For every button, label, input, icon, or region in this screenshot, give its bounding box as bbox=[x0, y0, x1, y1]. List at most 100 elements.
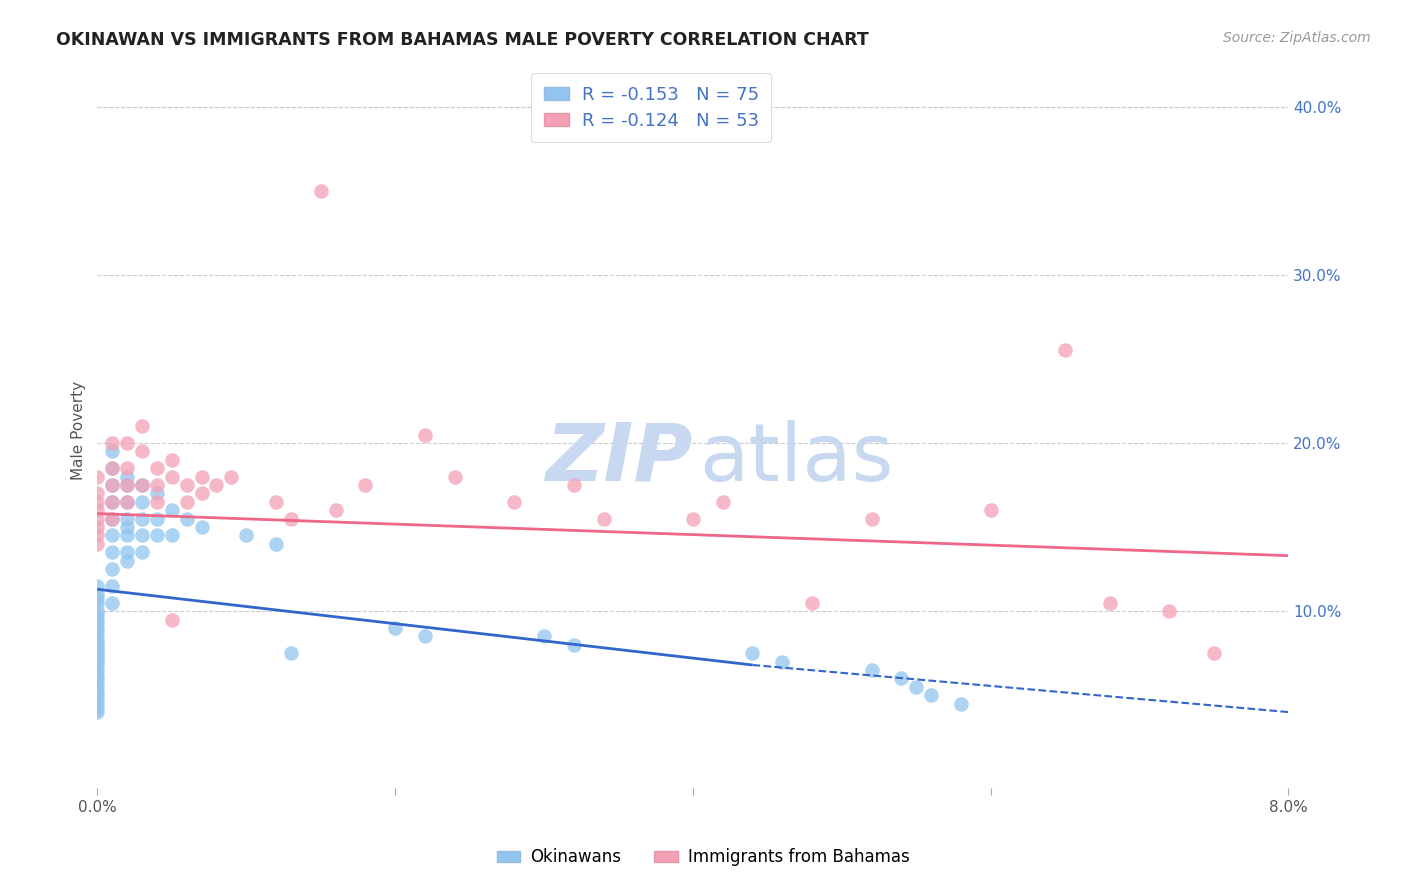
Point bbox=[160, 503, 183, 517]
Point bbox=[86, 613, 108, 627]
Point bbox=[86, 655, 108, 669]
Point bbox=[86, 657, 108, 672]
Point bbox=[101, 596, 124, 610]
Point bbox=[131, 545, 153, 559]
Point bbox=[86, 615, 108, 630]
Point bbox=[86, 705, 108, 719]
Point bbox=[190, 486, 212, 500]
Point bbox=[205, 478, 228, 492]
Point bbox=[115, 528, 138, 542]
Point bbox=[860, 511, 883, 525]
Point bbox=[86, 691, 108, 706]
Point bbox=[354, 478, 377, 492]
Point bbox=[980, 503, 1002, 517]
Legend: Okinawans, Immigrants from Bahamas: Okinawans, Immigrants from Bahamas bbox=[489, 842, 917, 873]
Point bbox=[101, 511, 124, 525]
Point bbox=[413, 427, 436, 442]
Point bbox=[86, 591, 108, 605]
Point bbox=[86, 702, 108, 716]
Point bbox=[384, 621, 406, 635]
Point bbox=[280, 646, 302, 660]
Point bbox=[115, 495, 138, 509]
Point bbox=[101, 495, 124, 509]
Point bbox=[146, 486, 169, 500]
Point bbox=[770, 655, 793, 669]
Point bbox=[86, 680, 108, 694]
Point bbox=[86, 579, 108, 593]
Point bbox=[131, 478, 153, 492]
Legend: R = -0.153   N = 75, R = -0.124   N = 53: R = -0.153 N = 75, R = -0.124 N = 53 bbox=[531, 73, 772, 143]
Point bbox=[235, 528, 257, 542]
Point bbox=[131, 495, 153, 509]
Point bbox=[101, 528, 124, 542]
Point bbox=[86, 697, 108, 711]
Point bbox=[86, 621, 108, 635]
Point bbox=[101, 511, 124, 525]
Point bbox=[905, 680, 928, 694]
Point bbox=[101, 478, 124, 492]
Point bbox=[115, 495, 138, 509]
Point bbox=[115, 461, 138, 475]
Point bbox=[115, 511, 138, 525]
Point bbox=[325, 503, 347, 517]
Point bbox=[146, 478, 169, 492]
Point bbox=[1159, 604, 1181, 618]
Point bbox=[146, 528, 169, 542]
Text: ZIP: ZIP bbox=[546, 420, 693, 498]
Text: atlas: atlas bbox=[699, 420, 893, 498]
Point bbox=[682, 511, 704, 525]
Point bbox=[146, 461, 169, 475]
Point bbox=[86, 685, 108, 699]
Point bbox=[160, 452, 183, 467]
Point bbox=[86, 648, 108, 662]
Point bbox=[86, 528, 108, 542]
Point bbox=[101, 579, 124, 593]
Y-axis label: Male Poverty: Male Poverty bbox=[72, 381, 86, 480]
Point bbox=[176, 478, 198, 492]
Point bbox=[101, 461, 124, 475]
Point bbox=[264, 495, 287, 509]
Point bbox=[146, 511, 169, 525]
Point bbox=[176, 495, 198, 509]
Point bbox=[86, 503, 108, 517]
Point bbox=[533, 629, 555, 643]
Text: OKINAWAN VS IMMIGRANTS FROM BAHAMAS MALE POVERTY CORRELATION CHART: OKINAWAN VS IMMIGRANTS FROM BAHAMAS MALE… bbox=[56, 31, 869, 49]
Point bbox=[801, 596, 824, 610]
Point bbox=[86, 624, 108, 639]
Point bbox=[562, 478, 585, 492]
Point bbox=[176, 511, 198, 525]
Point bbox=[101, 444, 124, 458]
Point bbox=[86, 607, 108, 622]
Point bbox=[86, 638, 108, 652]
Point bbox=[890, 672, 912, 686]
Point bbox=[86, 469, 108, 483]
Point bbox=[221, 469, 243, 483]
Point bbox=[115, 545, 138, 559]
Point bbox=[86, 604, 108, 618]
Point bbox=[860, 663, 883, 677]
Point bbox=[115, 478, 138, 492]
Point bbox=[115, 469, 138, 483]
Point bbox=[86, 486, 108, 500]
Point bbox=[86, 674, 108, 689]
Point bbox=[190, 520, 212, 534]
Point bbox=[86, 672, 108, 686]
Point bbox=[443, 469, 465, 483]
Point bbox=[1202, 646, 1225, 660]
Point bbox=[115, 520, 138, 534]
Point bbox=[101, 461, 124, 475]
Point bbox=[86, 520, 108, 534]
Point bbox=[86, 596, 108, 610]
Point bbox=[131, 444, 153, 458]
Point bbox=[86, 641, 108, 656]
Point bbox=[131, 511, 153, 525]
Point bbox=[86, 663, 108, 677]
Point bbox=[562, 638, 585, 652]
Point bbox=[131, 478, 153, 492]
Point bbox=[86, 688, 108, 702]
Point bbox=[101, 495, 124, 509]
Point bbox=[160, 613, 183, 627]
Point bbox=[86, 629, 108, 643]
Point bbox=[115, 478, 138, 492]
Point bbox=[86, 587, 108, 601]
